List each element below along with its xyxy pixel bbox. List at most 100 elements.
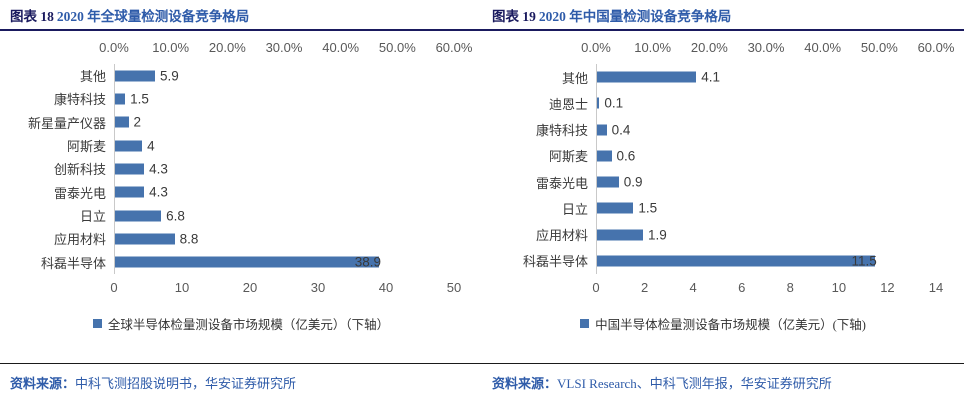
data-bar (597, 176, 619, 188)
bar-track: 0.1 (596, 90, 936, 117)
legend-label: 中国半导体检量测设备市场规模（亿美元）(下轴) (595, 318, 866, 332)
category-label: 雷泰光电 (535, 175, 588, 191)
source-label: 资料来源： (10, 376, 76, 391)
axis-tick-label: 0.0% (581, 40, 611, 55)
axis-tick-label: 30 (310, 280, 326, 295)
legend-swatch-icon (92, 319, 102, 328)
bar-track: 4.3 (114, 180, 454, 204)
chart-row: 康特科技 1.5 (0, 87, 482, 111)
bar-track: 8.8 (114, 227, 454, 251)
category-label: 阿斯麦 (548, 149, 588, 165)
data-bar (115, 93, 126, 105)
bar-track: 11.5 (596, 247, 936, 274)
legend-china: 中国半导体检量测设备市场规模（亿美元）(下轴) (482, 314, 964, 333)
axis-tick-label: 0 (110, 280, 118, 295)
value-label: 0.9 (623, 174, 643, 190)
data-bar (597, 124, 607, 136)
bars-area-china: 其他 4.1 迪恩士 0.1 康特科技 0.4 阿斯麦 0.6 雷泰光电 0.9 日立 1.5 应用材料… (482, 64, 964, 274)
bar-track: 1.5 (596, 195, 936, 222)
category-label: 应用材料 (535, 228, 588, 244)
chart-row: 科磊半导体 38.9 (0, 250, 482, 274)
axis-tick-label: 60.0% (435, 40, 473, 55)
axis-tick-label: 50.0% (860, 40, 898, 55)
data-bar (115, 210, 162, 222)
axis-tick-label: 40 (378, 280, 394, 295)
chart-row: 阿斯麦 4 (0, 133, 482, 158)
bar-track: 2 (114, 110, 454, 134)
value-label: 4.3 (149, 184, 168, 200)
category-label: 应用材料 (53, 232, 106, 248)
chart-row: 阿斯麦 0.6 (482, 142, 964, 169)
bar-track: 6.8 (114, 203, 454, 228)
bar-track: 4 (114, 133, 454, 158)
legend-global: 全球半导体检量测设备市场规模（亿美元）（下轴） (0, 314, 482, 333)
axis-tick-label: 4 (689, 280, 697, 295)
bottom-value-axis: 0 10 20 30 40 50 (110, 274, 461, 298)
bar-chart-china: 0.0% 10.0% 20.0% 30.0% 40.0% 50.0% 60.0% 其他 4.1… (482, 31, 964, 333)
top-percentage-axis: 0.0% 10.0% 20.0% 30.0% 40.0% 50.0% 60.0% (99, 40, 472, 60)
value-label: 11.5 (851, 253, 877, 269)
category-label: 阿斯麦 (66, 139, 106, 155)
value-label: 0.4 (611, 122, 631, 138)
chart-row: 日立 1.5 (482, 195, 964, 222)
value-label: 1.5 (130, 91, 149, 107)
axis-tick-label: 0 (592, 280, 600, 295)
value-label: 1.9 (648, 227, 667, 243)
axis-tick-label: 10 (831, 280, 847, 295)
data-bar (115, 233, 175, 245)
value-label: 4.3 (149, 161, 168, 177)
axis-tick-label: 20.0% (690, 40, 728, 55)
category-label: 康特科技 (53, 92, 106, 108)
source-note-china: 资料来源：VLSI Research、中科飞测年报，华安证券研究所 (482, 363, 964, 400)
bar-track: 4.3 (114, 157, 454, 181)
chart-row: 雷泰光电 4.3 (0, 180, 482, 204)
axis-tick-label: 50 (446, 280, 462, 295)
category-label: 迪恩士 (548, 96, 588, 112)
data-bar (115, 140, 143, 152)
value-label: 38.9 (354, 254, 382, 270)
legend-swatch-icon (580, 319, 590, 328)
bar-track: 1.5 (114, 87, 454, 111)
category-label: 康特科技 (535, 123, 588, 139)
axis-tick-label: 8 (786, 280, 794, 295)
chart-row: 迪恩士 0.1 (482, 90, 964, 117)
data-bar (597, 71, 697, 83)
data-bar (597, 97, 600, 109)
axis-tick-label: 40.0% (804, 40, 842, 55)
axis-tick-label: 12 (880, 280, 895, 295)
bars-area-global: 其他 5.9 康特科技 1.5 新星量产仪器 2 阿斯麦 4 创新科技 4.3 雷泰光电 4.3 日立 6… (0, 64, 482, 274)
category-label: 其他 (561, 70, 588, 86)
bar-track: 0.6 (596, 142, 936, 169)
chart-row: 新星量产仪器 2 (0, 110, 482, 134)
axis-tick-label: 20 (242, 280, 258, 295)
data-bar (597, 150, 612, 162)
value-label: 4.1 (701, 69, 721, 85)
bar-track: 0.9 (596, 169, 936, 196)
figure-18-label: 图表 18 (10, 9, 54, 24)
axis-tick-label: 2 (640, 280, 649, 295)
category-label: 其他 (79, 69, 106, 85)
axis-tick-label: 30.0% (747, 40, 785, 55)
chart-row: 科磊半导体 11.5 (482, 247, 964, 274)
category-label: 科磊半导体 (40, 255, 106, 271)
chart-row: 康特科技 0.4 (482, 116, 964, 143)
axis-tick-label: 10 (174, 280, 190, 295)
source-text: VLSI Research、中科飞测年报，华安证券研究所 (557, 376, 832, 391)
bar-track: 4.1 (596, 64, 936, 91)
chart-row: 其他 5.9 (0, 64, 482, 88)
figure-19-name: 2020 年中国量检测设备竞争格局 (538, 9, 732, 24)
bar-track: 0.4 (596, 116, 936, 143)
data-bar (115, 256, 379, 268)
chart-row: 创新科技 4.3 (0, 157, 482, 181)
value-label: 5.9 (160, 68, 179, 84)
top-percentage-axis: 0.0% 10.0% 20.0% 30.0% 40.0% 50.0% 60.0% (581, 40, 954, 60)
category-label: 日立 (79, 209, 106, 225)
data-bar (115, 163, 145, 175)
axis-tick-label: 14 (928, 280, 944, 295)
figure-18-title: 图表 18 2020 年全球量检测设备竞争格局 (0, 0, 482, 31)
figure-19-title: 图表 19 2020 年中国量检测设备竞争格局 (482, 0, 964, 31)
category-label: 创新科技 (53, 162, 106, 178)
data-bar (115, 186, 145, 198)
axis-tick-label: 20.0% (208, 40, 246, 55)
axis-tick-label: 40.0% (322, 40, 360, 55)
